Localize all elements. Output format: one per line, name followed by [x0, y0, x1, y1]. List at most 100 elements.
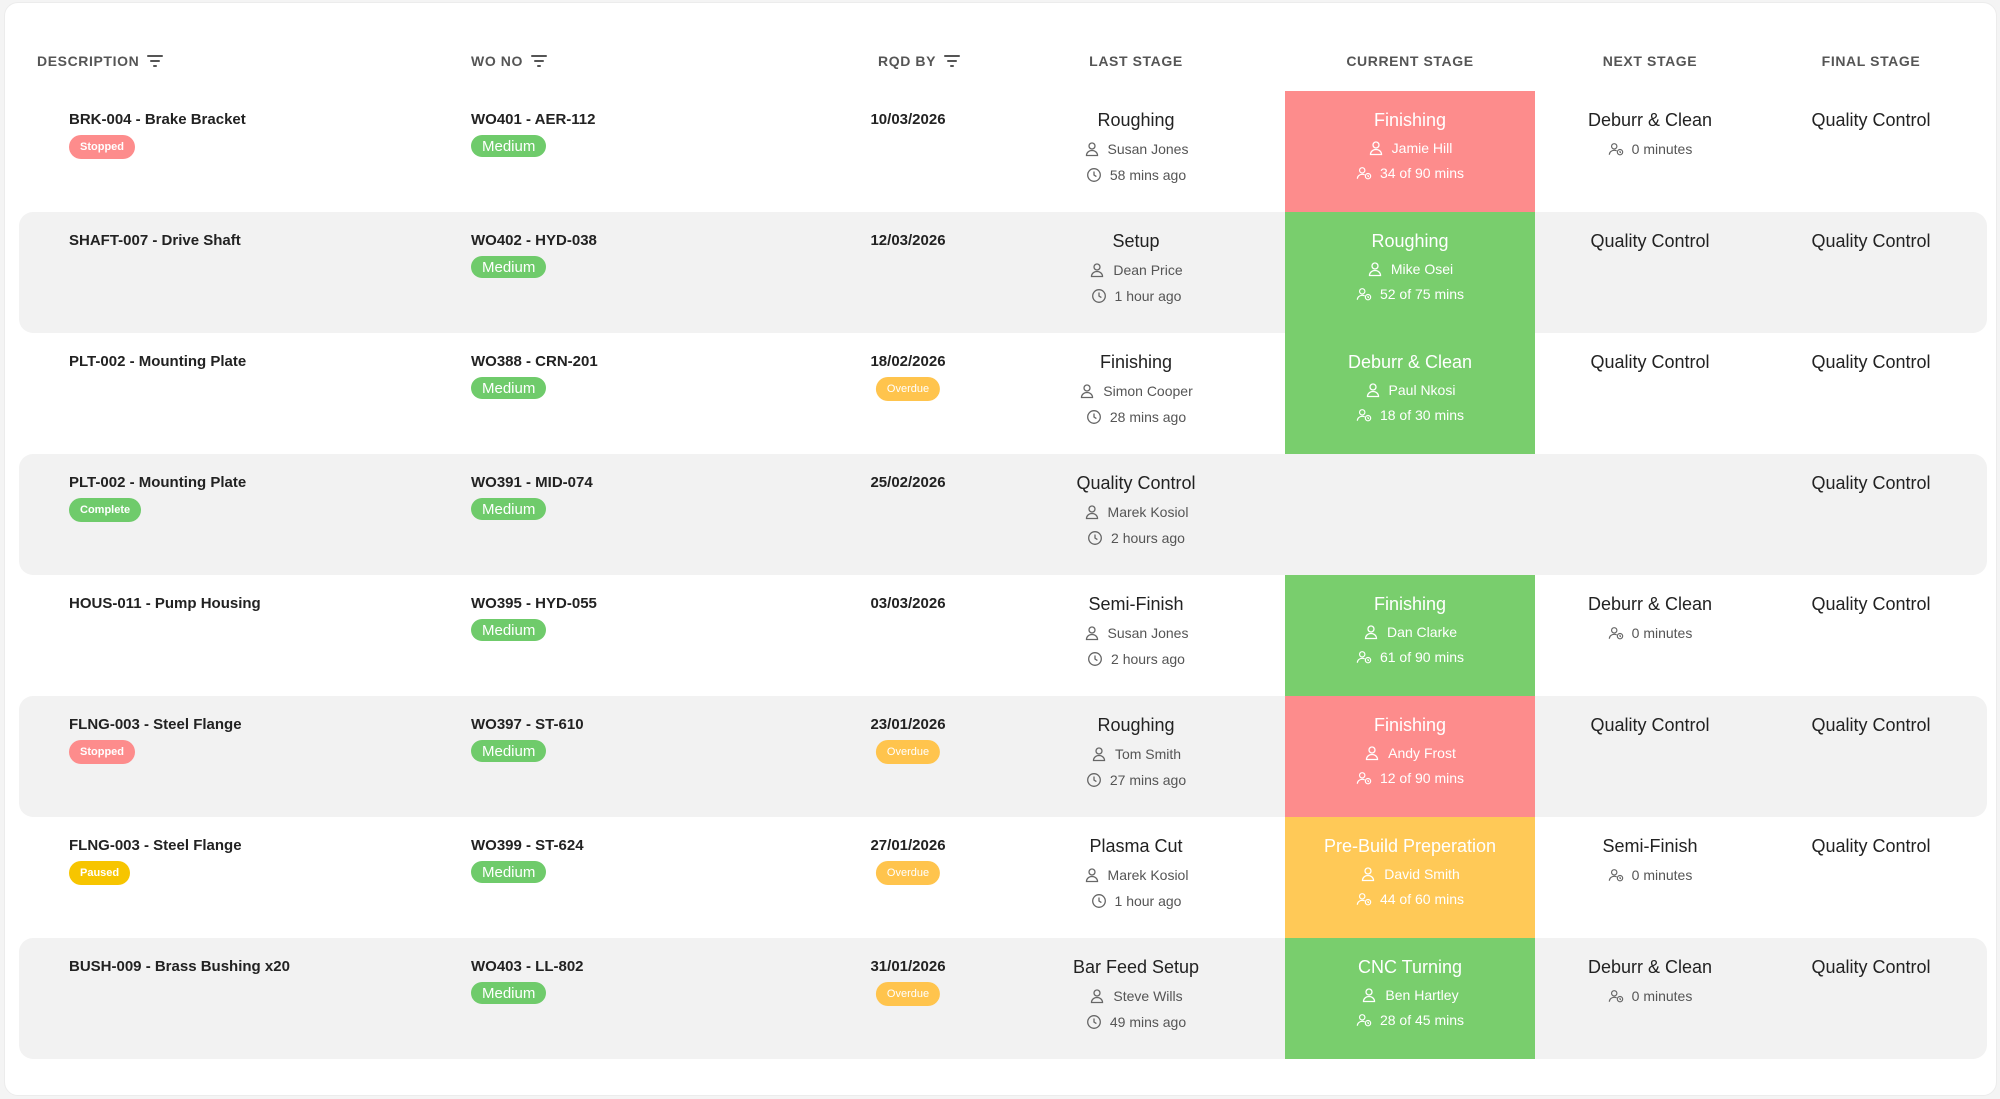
- table-row[interactable]: HOUS-011 - Pump Housing WO395 - HYD-055 Me…: [19, 575, 1987, 696]
- current-stage-cell[interactable]: Roughing Mike Osei 52 of 75 mins: [1285, 212, 1535, 333]
- user-icon: [1089, 988, 1105, 1004]
- user-clock-icon: [1356, 891, 1372, 907]
- row-description[interactable]: FLNG-003 - Steel Flange: [69, 837, 242, 854]
- current-stage-name: CNC Turning: [1357, 957, 1463, 977]
- current-stage-cell[interactable]: Finishing Andy Frost 12 of 90 mins: [1285, 696, 1535, 817]
- filter-icon[interactable]: [944, 55, 961, 67]
- current-stage-progress: 61 of 90 mins: [1285, 649, 1535, 665]
- clock-icon: [1087, 530, 1103, 546]
- user-clock-icon: [1356, 1012, 1372, 1028]
- user-icon: [1079, 383, 1095, 399]
- row-required-by: 12/03/2026: [870, 232, 946, 249]
- next-stage-cell: Quality Control: [1535, 352, 1765, 373]
- next-stage-cell: Deburr & Clean 0 minutes: [1535, 594, 1765, 641]
- current-stage-cell[interactable]: Pre-Build Preperation David Smith 44 of …: [1285, 817, 1535, 938]
- filter-icon[interactable]: [531, 55, 547, 67]
- row-wo-number[interactable]: WO402 - HYD-038: [471, 232, 597, 249]
- final-stage-name: Quality Control: [1811, 473, 1931, 493]
- final-stage-name: Quality Control: [1811, 231, 1931, 251]
- row-wo-number[interactable]: WO403 - LL-802: [471, 958, 584, 975]
- last-stage-cell: Plasma Cut Marek Kosiol 1 hour ago: [1021, 836, 1251, 909]
- last-stage-operator: Tom Smith: [1021, 746, 1251, 762]
- header-description[interactable]: DESCRIPTION: [37, 53, 164, 69]
- row-description[interactable]: SHAFT-007 - Drive Shaft: [69, 232, 241, 249]
- row-wo-number[interactable]: WO399 - ST-624: [471, 837, 584, 854]
- current-stage-operator: David Smith: [1285, 866, 1535, 882]
- table-row[interactable]: BUSH-009 - Brass Bushing x20 WO403 - LL-8…: [19, 938, 1987, 1059]
- row-description[interactable]: HOUS-011 - Pump Housing: [69, 595, 261, 612]
- header-wo-no[interactable]: WO NO: [471, 53, 547, 69]
- status-badge: Paused: [69, 861, 131, 885]
- last-stage-time: 28 mins ago: [1021, 409, 1251, 425]
- clock-icon: [1087, 651, 1103, 667]
- current-stage-cell[interactable]: Finishing Dan Clarke 61 of 90 mins: [1285, 575, 1535, 696]
- row-required-by: 31/01/2026: [870, 958, 946, 975]
- next-stage-time: 0 minutes: [1535, 141, 1765, 157]
- priority-badge: Medium: [471, 982, 547, 1004]
- header-rqd-by[interactable]: RQD BY: [878, 53, 961, 69]
- row-wo-number[interactable]: WO401 - AER-112: [471, 111, 596, 128]
- last-stage-cell: Roughing Susan Jones 58 mins ago: [1021, 110, 1251, 183]
- status-badge: Stopped: [69, 740, 135, 764]
- status-badge: Stopped: [69, 135, 135, 159]
- priority-badge: Medium: [471, 135, 547, 157]
- last-stage-time: 2 hours ago: [1021, 651, 1251, 667]
- current-stage-name: Pre-Build Preperation: [1323, 836, 1497, 856]
- last-stage-operator: Susan Jones: [1021, 141, 1251, 157]
- row-wo-number[interactable]: WO397 - ST-610: [471, 716, 584, 733]
- next-stage-cell: Quality Control: [1535, 715, 1765, 736]
- user-icon: [1084, 867, 1100, 883]
- table-row[interactable]: FLNG-003 - Steel Flange Stopped WO397 - ST…: [19, 696, 1987, 817]
- row-wo-number[interactable]: WO395 - HYD-055: [471, 595, 597, 612]
- current-stage-operator: Andy Frost: [1285, 745, 1535, 761]
- current-stage-progress: 52 of 75 mins: [1285, 286, 1535, 302]
- final-stage-name: Quality Control: [1811, 352, 1931, 372]
- user-icon: [1091, 746, 1107, 762]
- user-clock-icon: [1356, 407, 1372, 423]
- filter-icon[interactable]: [147, 55, 164, 67]
- row-wo-number[interactable]: WO391 - MID-074: [471, 474, 593, 491]
- user-clock-icon: [1608, 141, 1624, 157]
- last-stage-cell: Semi-Finish Susan Jones 2 hours ago: [1021, 594, 1251, 667]
- user-clock-icon: [1608, 867, 1624, 883]
- next-stage-time: 0 minutes: [1535, 625, 1765, 641]
- next-stage-name: Semi-Finish: [1602, 836, 1698, 856]
- table-row[interactable]: SHAFT-007 - Drive Shaft WO402 - HYD-038 Me…: [19, 212, 1987, 333]
- user-icon: [1360, 866, 1376, 882]
- current-stage-cell[interactable]: Finishing Jamie Hill 34 of 90 mins: [1285, 91, 1535, 212]
- final-stage-name: Quality Control: [1811, 836, 1931, 856]
- last-stage-cell: Quality Control Marek Kosiol 2 hours ago: [1021, 473, 1251, 546]
- table-row[interactable]: BRK-004 - Brake Bracket Stopped WO401 - AE…: [19, 91, 1987, 212]
- last-stage-cell: Bar Feed Setup Steve Wills 49 mins ago: [1021, 957, 1251, 1030]
- next-stage-time: 0 minutes: [1535, 988, 1765, 1004]
- user-clock-icon: [1608, 988, 1624, 1004]
- row-description[interactable]: BRK-004 - Brake Bracket: [69, 111, 246, 128]
- header-last-stage: LAST STAGE: [1089, 53, 1183, 69]
- last-stage-cell: Setup Dean Price 1 hour ago: [1021, 231, 1251, 304]
- last-stage-operator: Simon Cooper: [1021, 383, 1251, 399]
- current-stage-cell[interactable]: CNC Turning Ben Hartley 28 of 45 mins: [1285, 938, 1535, 1059]
- priority-badge: Medium: [471, 740, 547, 762]
- header-rqd-by-label: RQD BY: [878, 53, 937, 69]
- header-wo-no-label: WO NO: [471, 53, 523, 69]
- priority-badge: Medium: [471, 861, 547, 883]
- last-stage-name: Quality Control: [1076, 473, 1196, 493]
- row-description[interactable]: BUSH-009 - Brass Bushing x20: [69, 958, 290, 975]
- table-row[interactable]: PLT-002 - Mounting Plate WO388 - CRN-201 M…: [19, 333, 1987, 454]
- row-required-by: 18/02/2026: [870, 353, 946, 370]
- row-description[interactable]: FLNG-003 - Steel Flange: [69, 716, 242, 733]
- user-icon: [1365, 382, 1381, 398]
- current-stage-name: Finishing: [1373, 594, 1447, 614]
- current-stage-name: Finishing: [1373, 110, 1447, 130]
- current-stage-cell[interactable]: Deburr & Clean Paul Nkosi 18 of 30 mins: [1285, 333, 1535, 454]
- table-row[interactable]: FLNG-003 - Steel Flange Paused WO399 - ST-…: [19, 817, 1987, 938]
- user-icon: [1361, 987, 1377, 1003]
- row-description[interactable]: PLT-002 - Mounting Plate: [69, 353, 247, 370]
- row-wo-number[interactable]: WO388 - CRN-201: [471, 353, 598, 370]
- header-next-stage: NEXT STAGE: [1602, 53, 1698, 69]
- table-row[interactable]: PLT-002 - Mounting Plate Complete WO391 - …: [19, 454, 1987, 575]
- final-stage-name: Quality Control: [1811, 594, 1931, 614]
- clock-icon: [1086, 167, 1102, 183]
- clock-icon: [1091, 288, 1107, 304]
- row-description[interactable]: PLT-002 - Mounting Plate: [69, 474, 247, 491]
